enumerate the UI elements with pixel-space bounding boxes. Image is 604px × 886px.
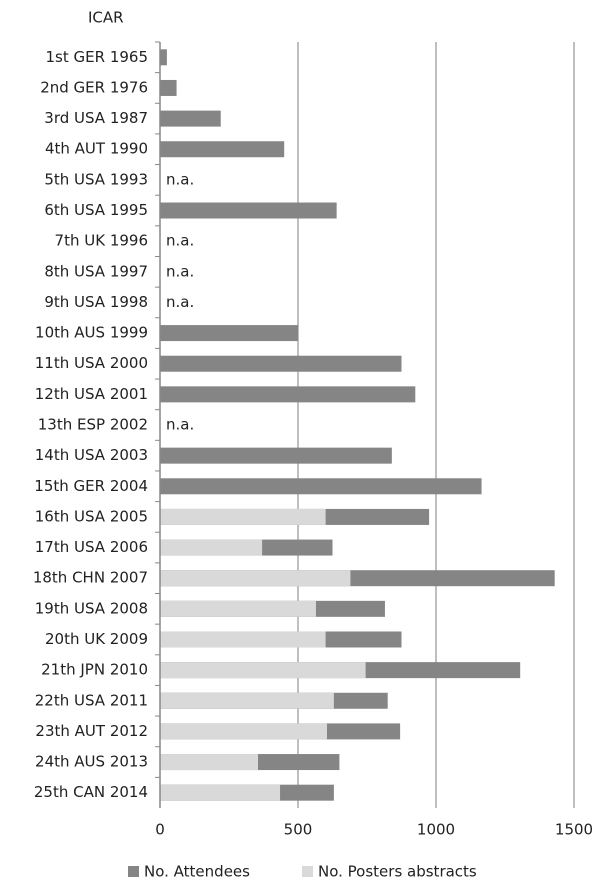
- bar: [160, 355, 402, 372]
- bar: [160, 600, 316, 617]
- legend-swatch: [128, 866, 139, 877]
- bar: [160, 631, 326, 648]
- bar: [160, 478, 482, 495]
- value-label: n.a.: [166, 293, 194, 311]
- x-tick-label: 500: [284, 821, 313, 839]
- y-tick-label: 5th USA 1993: [44, 170, 148, 188]
- axis-title: ICAR: [88, 9, 124, 27]
- y-tick-label: 2nd GER 1976: [40, 78, 148, 96]
- y-tick-label: 18th CHN 2007: [33, 569, 148, 587]
- y-tick-label: 4th AUT 1990: [45, 140, 148, 158]
- bar: [160, 79, 177, 96]
- bar: [160, 692, 334, 709]
- y-tick-label: 14th USA 2003: [35, 446, 148, 464]
- bar: [160, 325, 298, 342]
- x-tick-label: 1000: [417, 821, 455, 839]
- bar: [160, 141, 285, 158]
- value-label: n.a.: [166, 232, 194, 250]
- y-tick-label: 24th AUS 2013: [35, 753, 148, 771]
- y-tick-label: 16th USA 2005: [35, 507, 148, 525]
- y-tick-label: 15th GER 2004: [34, 477, 148, 495]
- value-label: n.a.: [166, 170, 194, 188]
- x-tick-label: 1500: [555, 821, 593, 839]
- value-label: n.a.: [166, 262, 194, 280]
- bar: [160, 570, 351, 587]
- bar: [160, 723, 327, 740]
- y-tick-label: 23th AUT 2012: [35, 722, 148, 740]
- y-tick-label: 19th USA 2008: [35, 599, 148, 617]
- bar: [160, 49, 167, 66]
- y-tick-label: 17th USA 2006: [35, 538, 148, 556]
- value-label: n.a.: [166, 416, 194, 434]
- y-tick-label: 10th AUS 1999: [35, 324, 148, 342]
- y-tick-label: 11th USA 2000: [35, 354, 148, 372]
- bar: [160, 508, 326, 525]
- y-tick-label: 8th USA 1997: [44, 262, 148, 280]
- legend-label: No. Posters abstracts: [318, 863, 477, 881]
- y-tick-label: 3rd USA 1987: [44, 109, 148, 127]
- bar: [160, 754, 258, 771]
- bar: [160, 202, 337, 219]
- y-tick-label: 6th USA 1995: [44, 201, 148, 219]
- y-tick-label: 20th UK 2009: [45, 630, 148, 648]
- y-tick-label: 7th UK 1996: [55, 232, 148, 250]
- bar: [160, 386, 416, 403]
- legend-label: No. Attendees: [144, 863, 250, 881]
- y-tick-label: 21th JPN 2010: [41, 661, 148, 679]
- y-tick-label: 25th CAN 2014: [34, 783, 148, 801]
- y-tick-label: 13th ESP 2002: [38, 416, 148, 434]
- bar: [160, 539, 263, 556]
- y-tick-label: 22th USA 2011: [35, 691, 148, 709]
- x-tick-label: 0: [155, 821, 165, 839]
- y-tick-label: 1st GER 1965: [46, 48, 148, 66]
- y-tick-label: 9th USA 1998: [44, 293, 148, 311]
- bar: [160, 784, 281, 801]
- y-tick-label: 12th USA 2001: [35, 385, 148, 403]
- legend-swatch: [302, 866, 313, 877]
- bar: [160, 447, 392, 464]
- bar: [160, 110, 221, 127]
- bar: [160, 662, 366, 679]
